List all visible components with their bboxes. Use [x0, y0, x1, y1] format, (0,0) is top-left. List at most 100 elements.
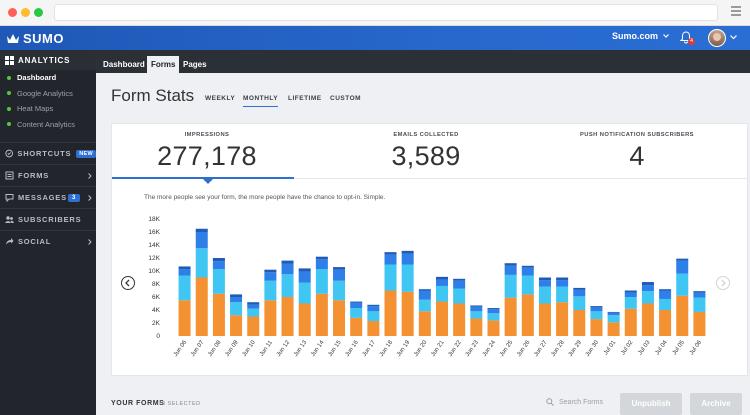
bar-segment — [264, 272, 277, 281]
address-bar[interactable] — [54, 4, 718, 21]
bar-segment — [298, 268, 311, 272]
bar-segment — [384, 254, 397, 265]
x-tick-label: Jul 01 — [603, 339, 617, 356]
tab-dashboard[interactable]: Dashboard — [103, 60, 145, 69]
browser-menu-icon[interactable] — [731, 6, 741, 17]
bar-segment — [195, 248, 208, 278]
emails-collected-value[interactable]: 3,589 — [391, 141, 461, 171]
sumo-logo[interactable]: SUMO — [6, 30, 64, 46]
tab-pages[interactable]: Pages — [183, 60, 207, 69]
bar-segment — [453, 303, 466, 336]
x-tick-label: Jun 16 — [345, 339, 361, 358]
bar-segment — [178, 300, 191, 336]
bar-segment — [624, 297, 637, 309]
notification-count-badge: 4 — [688, 38, 695, 45]
impressions-value[interactable]: 277,178 — [157, 141, 257, 171]
bar-segment — [624, 290, 637, 293]
bar-segment — [333, 300, 346, 336]
x-tick-label: Jun 19 — [396, 339, 412, 358]
bar-segment — [298, 303, 311, 336]
bar-segment — [641, 285, 654, 292]
sidebar-section-shortcuts[interactable]: SHORTCUTS NEW — [0, 142, 96, 164]
bar-segment — [659, 290, 672, 299]
bar-segment — [453, 288, 466, 304]
bar-segment — [264, 269, 277, 273]
bar-segment — [212, 293, 225, 336]
bar-segment — [573, 287, 586, 290]
avatar[interactable] — [708, 29, 726, 47]
bar-segment — [641, 282, 654, 286]
maximize-window-icon[interactable] — [34, 8, 43, 17]
range-tab-weekly[interactable]: WEEKLY — [205, 95, 236, 102]
bar-segment — [504, 274, 517, 298]
range-tab-custom[interactable]: CUSTOM — [330, 95, 362, 102]
bar-segment — [521, 267, 534, 276]
sidebar-section-label: SUBSCRIBERS — [18, 215, 82, 224]
active-stat-indicator — [112, 177, 294, 179]
bar-segment — [693, 297, 706, 312]
sidebar-section-messages[interactable]: MESSAGES 3 — [0, 186, 96, 208]
bar-segment — [556, 280, 569, 287]
bar-segment — [521, 275, 534, 295]
tab-forms[interactable]: Forms — [147, 56, 180, 73]
bar-segment — [435, 279, 448, 286]
messages-count-badge: 3 — [68, 193, 81, 202]
bar-segment — [470, 306, 483, 312]
chat-icon — [5, 194, 14, 202]
brand-name: SUMO — [23, 30, 64, 46]
site-selector[interactable]: Sumo.com — [612, 31, 669, 41]
range-tab-monthly[interactable]: MONTHLY — [243, 95, 279, 107]
bar-segment — [350, 302, 363, 309]
x-tick-label: Jun 18 — [379, 339, 395, 358]
sidebar-item-heat-maps[interactable]: Heat Maps — [0, 101, 96, 117]
chevron-down-icon[interactable] — [730, 35, 737, 40]
y-tick-label: 4K — [152, 307, 161, 314]
bar-segment — [470, 305, 483, 307]
notifications-button[interactable]: 4 — [679, 31, 695, 45]
range-tab-lifetime[interactable]: LIFETIME — [288, 95, 322, 102]
search-input[interactable]: Search Forms — [559, 398, 603, 406]
impressions-label: IMPRESSIONS — [184, 132, 230, 138]
bar-segment — [659, 289, 672, 291]
arrow-right-icon — [721, 279, 726, 287]
sidebar-section-analytics[interactable]: ANALYTICS — [0, 50, 96, 70]
next-period-button[interactable] — [716, 276, 730, 290]
minimize-window-icon[interactable] — [21, 8, 30, 17]
x-tick-label: Jun 20 — [413, 339, 429, 358]
new-badge: NEW — [76, 149, 96, 158]
bar-segment — [641, 303, 654, 336]
x-tick-label: Jun 08 — [207, 339, 223, 358]
archive-button[interactable]: Archive — [690, 393, 742, 415]
chevron-right-icon — [88, 239, 92, 245]
x-tick-label: Jun 30 — [585, 339, 601, 358]
sidebar-section-forms[interactable]: FORMS — [0, 164, 96, 186]
sidebar-item-dashboard[interactable]: Dashboard — [0, 70, 96, 86]
bar-segment — [676, 260, 689, 274]
bar-segment — [538, 286, 551, 304]
x-tick-label: Jun 07 — [190, 339, 206, 358]
x-tick-label: Jul 04 — [655, 339, 669, 356]
bar-segment — [556, 286, 569, 303]
bar-segment — [212, 258, 225, 262]
previous-period-button[interactable] — [121, 276, 135, 290]
crown-icon — [7, 33, 19, 43]
status-dot-icon — [7, 122, 11, 127]
push-subscribers-value[interactable]: 4 — [629, 141, 645, 171]
bar-segment — [590, 306, 603, 308]
bar-segment — [504, 297, 517, 336]
x-tick-label: Jun 22 — [448, 339, 464, 358]
close-window-icon[interactable] — [8, 8, 17, 17]
sidebar-section-social[interactable]: SOCIAL — [0, 230, 96, 252]
bar-segment — [693, 292, 706, 298]
x-tick-label: Jun 29 — [568, 339, 584, 358]
x-tick-label: Jun 26 — [516, 339, 532, 358]
x-tick-label: Jun 15 — [327, 339, 343, 358]
bar-segment — [521, 294, 534, 336]
sidebar-item-google-analytics[interactable]: Google Analytics — [0, 86, 96, 102]
bar-segment — [418, 290, 431, 300]
search-forms[interactable]: Search Forms — [546, 398, 603, 406]
sidebar-section-subscribers[interactable]: SUBSCRIBERS — [0, 208, 96, 230]
unpublish-button[interactable]: Unpublish — [620, 393, 682, 415]
sidebar-item-content-analytics[interactable]: Content Analytics — [0, 117, 96, 133]
bar-segment — [333, 269, 346, 281]
